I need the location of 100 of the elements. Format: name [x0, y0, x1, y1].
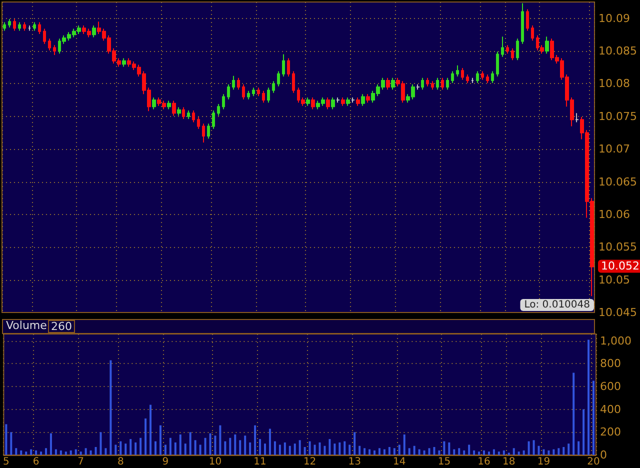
bar [25, 452, 28, 455]
candlestick [152, 96, 156, 110]
y-tick-label: 0 [600, 448, 607, 462]
y-tick-label: 10.09 [598, 12, 630, 25]
bar [552, 449, 555, 455]
bar [159, 425, 162, 455]
bar [314, 444, 316, 455]
candlestick [446, 77, 449, 90]
x-tick-label: 10 [208, 456, 222, 468]
bar [438, 450, 440, 455]
candlestick [331, 96, 335, 110]
bar [498, 452, 500, 455]
y-tick-label: 200 [600, 426, 621, 439]
bar [64, 452, 67, 455]
bar [364, 448, 366, 455]
x-tick-label: 20 [587, 456, 600, 468]
bar [548, 450, 550, 455]
bar [578, 441, 580, 455]
bar [244, 436, 246, 455]
y-tick-label: 10.07 [598, 142, 630, 156]
candlestick [471, 77, 474, 84]
bar [35, 450, 38, 455]
bar [423, 450, 426, 455]
bar [453, 449, 456, 455]
candlestick [242, 84, 245, 100]
bar [150, 404, 152, 455]
candlestick [481, 70, 484, 80]
bar [588, 340, 590, 455]
candlestick [511, 48, 514, 61]
bar [130, 439, 132, 455]
bar [224, 441, 226, 455]
candlestick [531, 25, 534, 42]
bar [324, 446, 326, 455]
candlestick [491, 70, 494, 84]
candlestick [311, 96, 315, 110]
candlestick [3, 22, 6, 32]
candlestick [326, 96, 330, 110]
candlestick [28, 25, 31, 32]
y-tick-label: 1,000 [600, 334, 632, 348]
bar [348, 444, 351, 455]
candlestick [496, 51, 499, 78]
bar [502, 450, 505, 455]
candlestick [441, 77, 444, 90]
y-tick-label: 10.045 [598, 306, 638, 319]
candlestick [466, 74, 469, 84]
candlestick [516, 38, 519, 61]
bar [60, 450, 62, 455]
candlestick [346, 96, 350, 106]
candlestick [207, 123, 210, 140]
candlestick [575, 112, 579, 123]
y-tick-label: 10.05 [598, 273, 630, 286]
chart-title: Volume [6, 319, 48, 332]
bar [274, 441, 276, 455]
bar [44, 448, 47, 455]
bar [463, 450, 466, 455]
bar [334, 444, 336, 455]
candlestick [252, 87, 255, 97]
y-tick-label: 600 [600, 380, 621, 394]
candlestick [202, 123, 205, 144]
bar [528, 441, 530, 455]
candlestick [18, 22, 21, 32]
candlestick [545, 36, 549, 54]
bar [179, 434, 182, 455]
x-tick-label: 16 [478, 456, 490, 468]
bar [254, 425, 256, 455]
candlestick [182, 106, 185, 120]
bar [488, 452, 490, 455]
bar [219, 425, 222, 455]
bar [582, 409, 585, 455]
bar [418, 449, 420, 455]
candlestick [287, 58, 290, 78]
bar [328, 439, 331, 455]
x-tick-label: 13 [348, 456, 361, 468]
bar [20, 450, 22, 455]
bar [338, 442, 341, 455]
bar [204, 438, 206, 455]
candlestick [456, 64, 459, 78]
candlestick [187, 110, 190, 120]
bar [164, 444, 166, 455]
bar [398, 444, 400, 455]
candlestick [282, 54, 285, 78]
bar [374, 450, 376, 455]
bar [184, 444, 186, 455]
candlestick [38, 22, 41, 35]
bar [383, 449, 386, 455]
candlestick [421, 77, 424, 90]
y-tick-label: 10.08 [598, 77, 630, 90]
y-tick-label: 10.085 [598, 44, 638, 58]
candlestick [506, 44, 509, 54]
candlestick [476, 70, 479, 84]
bar [318, 442, 321, 455]
bar [562, 447, 565, 455]
bar [542, 449, 545, 455]
bar [388, 447, 390, 455]
bar [234, 434, 236, 455]
bar [54, 449, 57, 455]
candlestick [416, 84, 420, 90]
candlestick [257, 87, 260, 97]
candlestick [486, 74, 489, 84]
bar [5, 424, 8, 455]
